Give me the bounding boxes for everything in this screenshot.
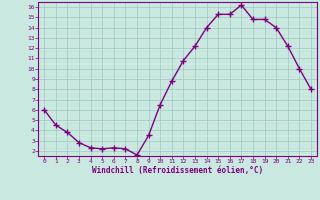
X-axis label: Windchill (Refroidissement éolien,°C): Windchill (Refroidissement éolien,°C) <box>92 166 263 175</box>
